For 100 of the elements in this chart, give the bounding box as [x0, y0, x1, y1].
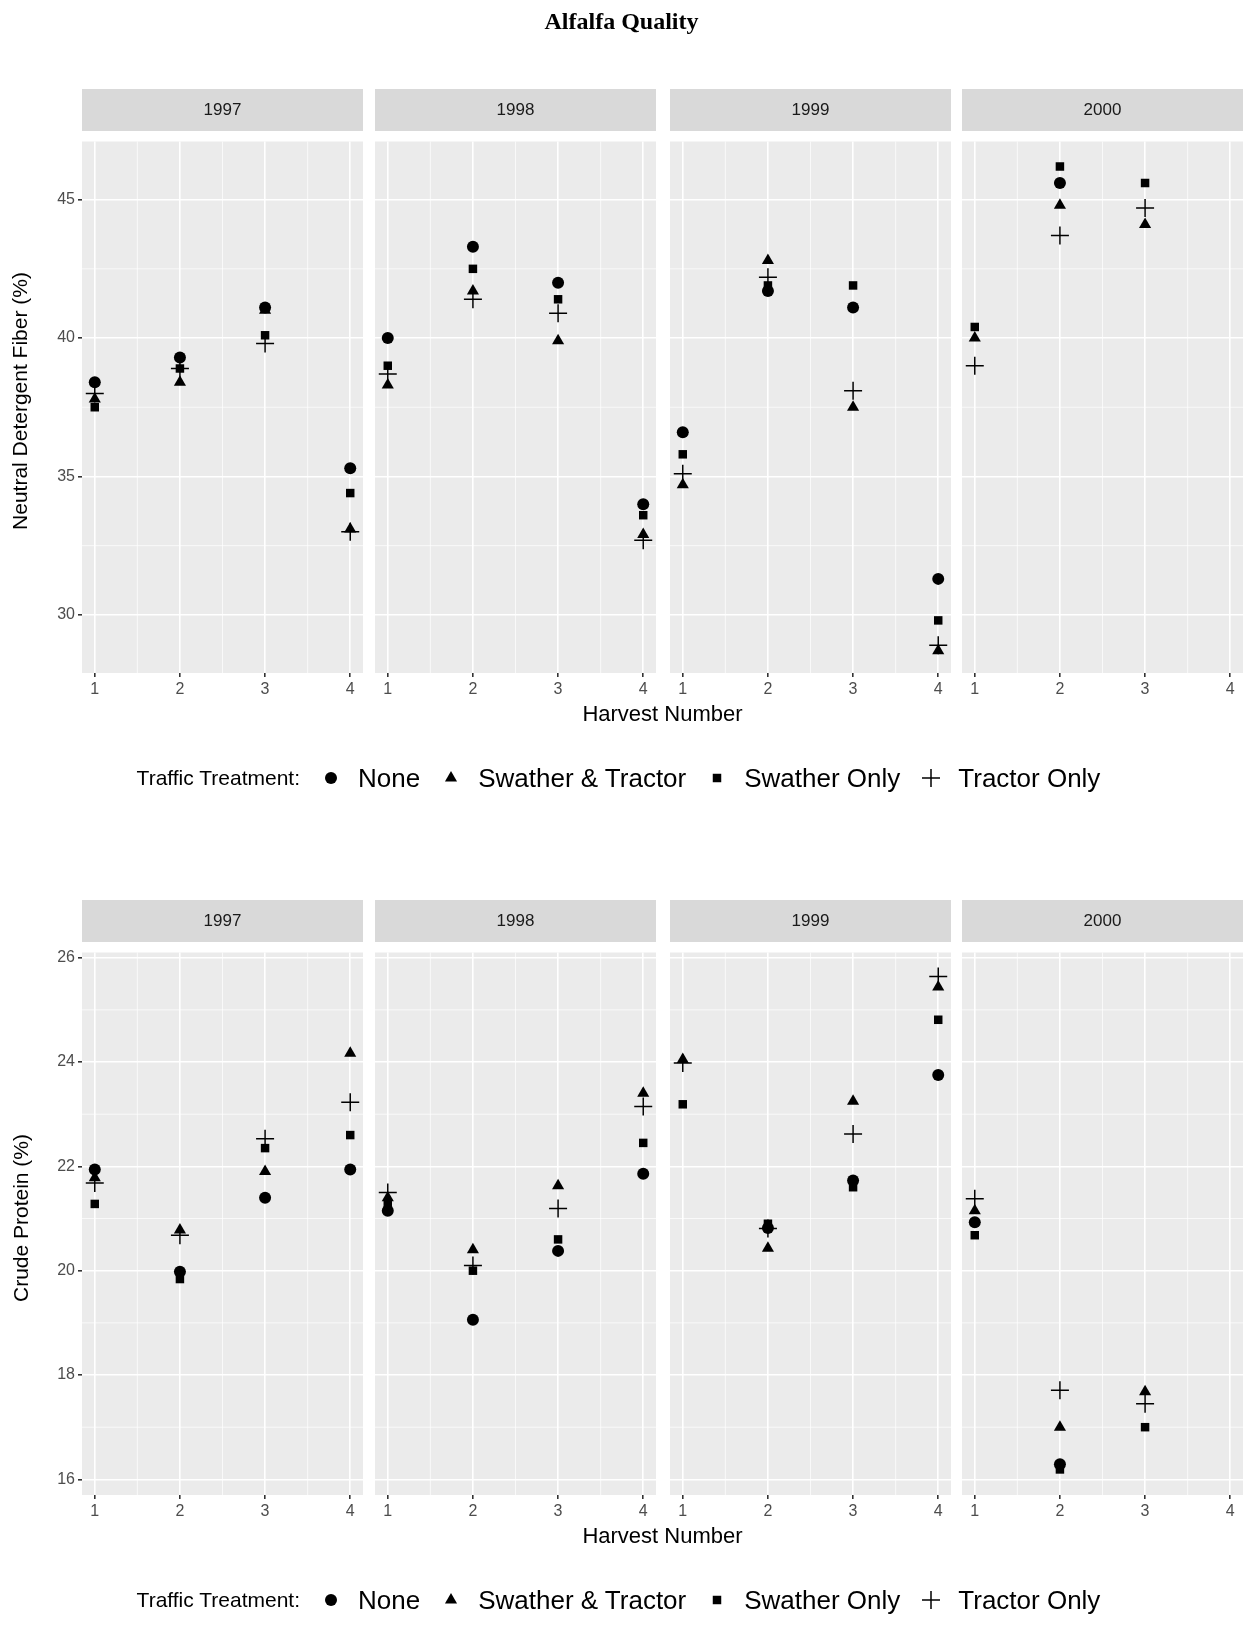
x-tick-label: 4	[345, 680, 355, 698]
point	[552, 1178, 565, 1190]
point	[381, 1190, 394, 1202]
point	[761, 253, 774, 265]
point	[1053, 198, 1066, 209]
legend-label: Swather Only	[744, 762, 901, 794]
x-tick-label: 4	[345, 1502, 355, 1520]
point	[637, 1086, 650, 1097]
y-axis-title: Neutral Detergent Fiber (%)	[8, 271, 32, 532]
point	[88, 1163, 101, 1176]
x-tick-label: 1	[678, 1502, 688, 1520]
x-tick-label: 1	[678, 680, 688, 698]
point	[676, 426, 689, 439]
chart-title: 1998	[375, 89, 656, 131]
x-tick-label: 4	[1225, 1502, 1235, 1520]
point	[344, 522, 357, 533]
y-tick-label: 45	[57, 190, 76, 208]
point	[553, 295, 563, 304]
x-tick-label: 1	[383, 1502, 393, 1520]
x-tick-label: 2	[468, 680, 478, 698]
point	[847, 400, 860, 411]
chart-title: 2000	[962, 89, 1243, 131]
point	[932, 1069, 945, 1082]
y-tick-label: 26	[57, 948, 76, 966]
legend-label: Swather Only	[744, 1584, 901, 1616]
point	[1135, 1393, 1155, 1414]
x-tick-label: 4	[638, 680, 648, 698]
point	[344, 462, 357, 475]
point	[466, 240, 479, 253]
point	[968, 1216, 981, 1229]
x-tick-label: 3	[1140, 680, 1150, 698]
point	[344, 1163, 357, 1176]
point	[466, 1242, 479, 1254]
y-tick-label: 30	[57, 605, 76, 623]
x-tick-label: 1	[90, 680, 100, 698]
point	[260, 331, 270, 340]
chart-title: 1999	[670, 900, 951, 942]
x-tick-label: 1	[383, 680, 393, 698]
x-tick-label: 3	[848, 680, 858, 698]
point	[761, 1241, 774, 1252]
y-axis-title: Crude Protein (%)	[8, 1132, 32, 1304]
x-tick-label: 1	[90, 1502, 100, 1520]
point	[1050, 1380, 1070, 1400]
legend-label: Swather & Tractor	[478, 762, 687, 794]
x-tick-label: 4	[638, 1502, 648, 1520]
point	[466, 283, 479, 295]
point	[173, 375, 186, 386]
point	[637, 1167, 650, 1180]
point	[548, 303, 568, 323]
point	[633, 1096, 653, 1117]
point	[1055, 162, 1065, 171]
point	[1053, 1420, 1066, 1431]
point	[965, 355, 985, 376]
chart-title: 1997	[82, 900, 363, 942]
point	[1139, 1384, 1152, 1396]
point	[848, 281, 858, 290]
point	[88, 376, 101, 389]
point	[340, 1092, 360, 1112]
x-tick-label: 3	[553, 680, 563, 698]
point	[548, 1198, 568, 1219]
legend-title: Traffic Treatment:	[136, 1588, 300, 1612]
x-axis-title: Harvest Number	[581, 1523, 744, 1549]
y-tick-label: 16	[57, 1469, 76, 1487]
x-tick-label: 3	[1140, 1502, 1150, 1520]
x-tick-label: 3	[260, 680, 270, 698]
point	[637, 498, 650, 511]
chart-title: 1997	[82, 89, 363, 131]
point	[968, 1203, 981, 1215]
point	[678, 450, 688, 459]
point	[381, 378, 394, 389]
point	[676, 1052, 689, 1063]
point	[259, 1164, 272, 1176]
point	[932, 643, 945, 655]
x-tick-label: 2	[1055, 680, 1065, 698]
point	[637, 527, 650, 539]
x-tick-label: 2	[1055, 1502, 1065, 1520]
y-tick-label: 20	[57, 1261, 76, 1279]
x-tick-label: 2	[763, 680, 773, 698]
x-tick-label: 4	[933, 680, 943, 698]
x-tick-label: 2	[175, 680, 185, 698]
point	[173, 1223, 186, 1234]
x-tick-label: 2	[468, 1502, 478, 1520]
point	[1139, 217, 1152, 229]
legend-label: None	[358, 762, 421, 794]
y-tick-label: 40	[57, 328, 76, 346]
x-tick-label: 2	[175, 1502, 185, 1520]
point	[552, 276, 565, 289]
y-tick-label: 35	[57, 466, 76, 484]
x-tick-label: 4	[933, 1502, 943, 1520]
point	[968, 331, 981, 342]
point	[676, 477, 689, 489]
x-tick-label: 2	[763, 1502, 773, 1520]
legend-label: Tractor Only	[958, 1584, 1101, 1616]
legend-label: Swather & Tractor	[478, 1584, 687, 1616]
point	[1053, 177, 1066, 190]
y-tick-label: 22	[57, 1156, 76, 1174]
chart-title: 2000	[962, 900, 1243, 942]
point	[678, 1100, 688, 1109]
point	[259, 1191, 272, 1204]
y-tick-label: 24	[57, 1052, 76, 1070]
